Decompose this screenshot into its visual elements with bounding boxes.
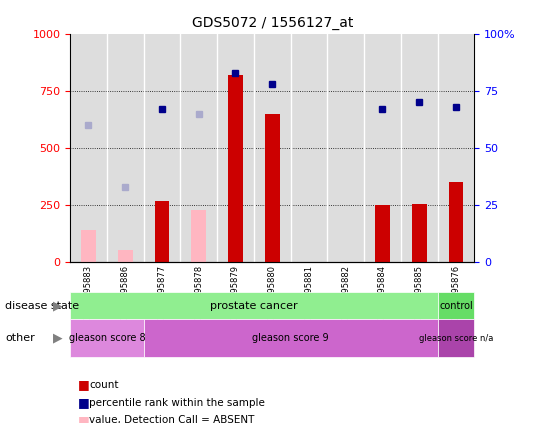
Bar <box>228 75 243 262</box>
Bar <box>412 204 426 262</box>
Title: GDS5072 / 1556127_at: GDS5072 / 1556127_at <box>191 16 353 30</box>
Text: gleason score 9: gleason score 9 <box>252 333 329 343</box>
Text: gleason score 8: gleason score 8 <box>68 333 145 343</box>
Bar <box>191 210 206 262</box>
Text: disease state: disease state <box>5 301 80 310</box>
Bar <box>375 205 390 262</box>
Bar <box>118 250 133 262</box>
Text: gleason score n/a: gleason score n/a <box>419 334 493 343</box>
Text: ■: ■ <box>78 396 89 409</box>
Bar <box>265 114 280 262</box>
Bar <box>448 182 464 262</box>
Text: percentile rank within the sample: percentile rank within the sample <box>89 398 265 408</box>
Text: ■: ■ <box>78 414 89 423</box>
Text: count: count <box>89 380 119 390</box>
Bar <box>155 201 169 262</box>
Text: value, Detection Call = ABSENT: value, Detection Call = ABSENT <box>89 415 254 423</box>
Text: control: control <box>439 301 473 310</box>
Bar <box>81 230 96 262</box>
Text: ▶: ▶ <box>53 332 63 345</box>
Text: ▶: ▶ <box>53 299 63 312</box>
Text: ■: ■ <box>78 379 89 391</box>
Text: other: other <box>5 333 35 343</box>
Text: prostate cancer: prostate cancer <box>210 301 298 310</box>
